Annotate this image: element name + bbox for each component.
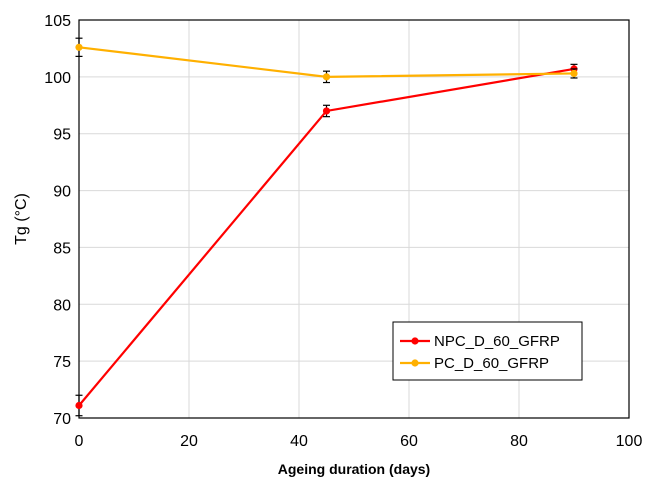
y-tick-label: 105 [44, 13, 71, 30]
series-PC_D_60_GFRP [75, 37, 578, 84]
y-tick-labels: 70 75 80 85 90 95 100 105 [44, 13, 71, 428]
x-tick-label: 40 [290, 433, 308, 450]
data-point [75, 401, 83, 410]
legend: NPC_D_60_GFRP PC_D_60_GFRP [392, 321, 583, 381]
y-tick-label: 80 [53, 297, 71, 314]
x-tick-label: 80 [510, 433, 528, 450]
x-axis-label: Ageing duration (days) [278, 461, 430, 477]
y-tick-label: 100 [44, 70, 71, 87]
x-tick-label: 100 [616, 433, 643, 450]
legend-entry: PC_D_60_GFRP [400, 355, 549, 372]
series-layer [75, 37, 578, 417]
plot-area [78, 19, 630, 419]
data-point [75, 43, 83, 51]
x-tick-labels: 0 20 40 60 80 100 [75, 433, 643, 450]
y-tick-label: 70 [53, 411, 71, 428]
legend-box [392, 321, 583, 381]
y-tick-label: 75 [53, 354, 71, 371]
x-tick-label: 20 [180, 433, 198, 450]
y-axis-label: Tg (°C) [13, 193, 30, 245]
data-point [570, 69, 578, 78]
legend-label: PC_D_60_GFRP [434, 355, 549, 372]
y-tick-label: 95 [53, 127, 71, 144]
legend-swatch-marker [411, 359, 419, 367]
x-tick-label: 0 [75, 433, 84, 450]
legend-entry: NPC_D_60_GFRP [400, 333, 560, 350]
x-tick-label: 60 [400, 433, 418, 450]
data-point [322, 73, 331, 81]
y-tick-label: 85 [53, 240, 71, 257]
legend-swatch-marker [411, 337, 419, 345]
legend-label: NPC_D_60_GFRP [434, 333, 560, 350]
data-point [322, 107, 331, 115]
y-tick-label: 90 [53, 184, 71, 201]
